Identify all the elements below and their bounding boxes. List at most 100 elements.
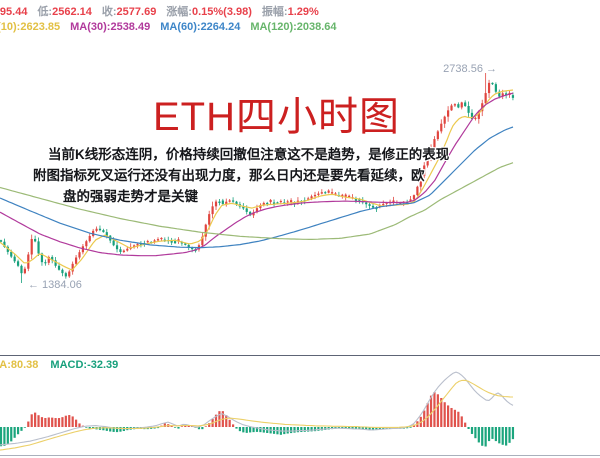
macd-bar (450, 407, 453, 427)
candle-body (460, 102, 463, 108)
macd-bar (119, 427, 122, 432)
candle-body (0, 240, 3, 242)
pane-divider (0, 355, 600, 356)
candle-body (208, 214, 211, 225)
candle-body (136, 243, 139, 246)
macd-bar (238, 427, 242, 432)
macd-bar (474, 427, 477, 439)
candle-body (423, 165, 426, 177)
candle-body (501, 93, 504, 97)
candle-body (447, 110, 450, 117)
candle-body (252, 212, 255, 216)
stat-high: 高:2595.44 (0, 6, 28, 18)
macd-bar (109, 427, 112, 432)
annotation-line-2: 附图指标死叉运行还没有出现力度，那么日内还是要先看延续，欧 (33, 168, 425, 183)
macd-bar (16, 427, 20, 435)
ma30-value: MA(30):2538.49 (70, 21, 151, 33)
macd-bar (208, 423, 211, 427)
candle-body (484, 93, 487, 104)
macd-bar (368, 427, 371, 431)
candle-body (429, 147, 433, 157)
candle-body (412, 195, 416, 200)
candle-body (225, 201, 228, 204)
candle-body (255, 208, 259, 213)
macd-bar (102, 427, 105, 431)
macd-bar (423, 410, 426, 427)
candle-body (51, 256, 54, 261)
candle-body (98, 228, 102, 231)
candle-body (153, 240, 156, 242)
macd-bar (197, 427, 201, 430)
macd-bar (494, 427, 497, 442)
macd-bar (201, 427, 204, 430)
macd-histogram-layer (0, 392, 515, 447)
candle-body (68, 271, 71, 277)
candle-body (214, 201, 218, 207)
candle-body (491, 82, 494, 85)
ma-line-ma10 (0, 89, 514, 271)
macd-bar (78, 423, 81, 427)
candle-body (23, 268, 26, 274)
bottom-divider (0, 455, 600, 456)
candle-body (341, 194, 344, 196)
candle-body (88, 235, 91, 242)
macd-bar (457, 411, 460, 427)
macd-bar (27, 421, 30, 427)
ma10-value: MA(10):2623.85 (0, 21, 61, 33)
candle-body (139, 243, 143, 246)
candle-body (249, 211, 252, 216)
candle-body (119, 249, 122, 252)
macd-bar (443, 402, 446, 427)
macd-bar (382, 427, 385, 430)
macd-bar (310, 427, 313, 432)
macd-bar (54, 418, 57, 427)
macd-bar (365, 427, 368, 430)
candle-body (433, 139, 436, 148)
macd-bar (13, 427, 16, 438)
candle-body (180, 242, 183, 244)
macd-bar (85, 427, 88, 428)
macd-bar (361, 427, 364, 429)
macd-bar (467, 427, 470, 430)
candle-body (61, 269, 64, 274)
candle-body (269, 199, 272, 203)
candle-body (324, 192, 327, 194)
candle-body (354, 198, 358, 201)
macd-value: MACD:-32.39 (50, 359, 119, 371)
macd-bar (351, 427, 354, 429)
candle-body (235, 201, 238, 205)
candle-body (245, 208, 248, 212)
annotation-line-1: 当前K线形态连阴，价格持续回撤但注意这不是趋势，是修正的表现 (48, 147, 450, 162)
candle-body (406, 202, 409, 204)
candle-body (498, 91, 501, 97)
candle-body (283, 202, 286, 204)
macd-bar (436, 394, 439, 427)
macd-header-row: DEA:80.38 MACD:-32.39 (0, 359, 600, 371)
macd-bar (406, 427, 409, 429)
macd-bar (173, 427, 177, 428)
macd-bar (464, 422, 467, 427)
macd-bar (453, 409, 457, 427)
candle-body (487, 82, 491, 94)
macd-bar (20, 427, 23, 431)
candle-body (467, 106, 470, 113)
candle-body (276, 202, 279, 204)
macd-bar (371, 427, 375, 431)
candle-body (365, 202, 368, 205)
candle-body (112, 240, 115, 246)
candle-body (105, 232, 108, 236)
macd-bar (460, 416, 463, 427)
macd-bar (354, 427, 358, 429)
candle-body (85, 241, 88, 247)
candle-body (20, 265, 23, 274)
macd-bar (3, 427, 6, 446)
macd-bar (40, 417, 44, 427)
macd-bar (88, 427, 91, 429)
dif-line (0, 371, 514, 446)
macd-bar (37, 415, 40, 427)
dea-line (0, 379, 514, 451)
macd-bar (447, 405, 450, 427)
candle-body (170, 240, 173, 243)
candle-body (95, 228, 98, 231)
